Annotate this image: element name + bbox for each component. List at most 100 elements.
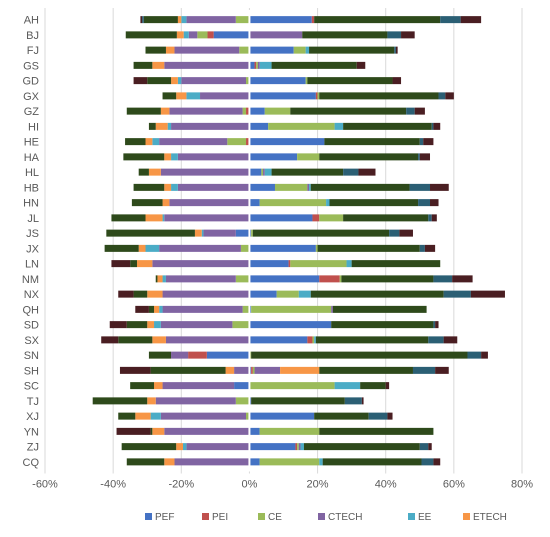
bar-JX-CE-neg [240,244,250,252]
bar-GZ-C9-pos [414,107,425,115]
bar-HN-ETECH-neg [162,199,170,207]
bar-SX-PEI-pos [307,336,313,344]
bar-SD-CTECH-neg [160,321,233,329]
bar-LN-PEF-pos [249,260,289,268]
x-axis-labels: -60% -40% -20% 0% 20% 40% 60% 80% [32,479,533,491]
bar-GZ-CTECH-neg [169,107,243,115]
bar-NX-CE-pos [276,290,299,298]
bar-GD-C7-pos [307,77,393,85]
bar-AH-PEI-pos [311,16,315,24]
bar-HI-EE-pos [334,122,344,130]
legend-swatch-CTECH [318,513,325,520]
y-label-JX: JX [26,243,40,255]
bar-HN-CE-pos [259,199,327,207]
bar-ZJ-C7-neg [121,443,177,451]
bar-HE-PEI-neg [246,138,250,146]
bar-HL-C7-pos [271,168,344,176]
bar-YN-C9-neg [116,427,151,435]
bar-HL-ETECH-neg [148,168,161,176]
bar-HN-CTECH-neg [169,199,250,207]
bar-ZJ-C9-pos [428,443,432,451]
bar-SD-PEF-pos [249,321,332,329]
bar-HN-C9-pos [430,199,439,207]
bar-YN-CTECH-neg [164,427,250,435]
bar-HA-CE-pos [297,153,320,161]
bar-SN-CTECH-neg [171,351,189,359]
bar-HL-EE-pos [264,168,272,176]
bar-SH-CTECH-neg [234,366,250,374]
bar-HE-C7-pos [324,138,420,146]
bar-FJ-C8-pos [394,46,396,54]
bar-SN-PEF-neg [206,351,250,359]
y-axis-labels: AH BJ FJ GS GD GX GZ HI HE HA HL HB HN JL JS JX LN NM NX QH… [22,15,40,469]
y-label-GX: GX [23,91,40,103]
bar-CQ-CE-pos [259,458,320,466]
bar-SX-C9-neg [101,336,119,344]
bar-GZ-CE-pos [264,107,291,115]
bar-BJ-CE-neg [197,31,208,39]
bar-SD-C8-pos [433,321,436,329]
bar-SC-CTECH-neg [162,382,235,390]
bar-GS-C7-pos [271,61,357,69]
bar-HN-EE-pos [326,199,330,207]
bar-JX-PEF-pos [249,244,316,252]
bar-TJ-C7-pos [251,397,345,405]
legend-item-EE: EE [408,512,432,523]
bar-JS-EE-neg [201,229,204,237]
bar-SN-C7-pos [251,351,468,359]
bar-JS-C7-neg [106,229,195,237]
y-label-JL: JL [27,213,39,225]
bar-BJ-C9-pos [401,31,415,39]
bar-NX-PEF-pos [249,290,277,298]
bar-SD-EE-neg [154,321,161,329]
bar-NM-C9-pos [452,275,473,283]
bar-TJ-CE-neg [235,397,250,405]
bar-SN-C7-neg [148,351,172,359]
bar-BJ-PEI-neg [207,31,214,39]
bar-XJ-ETECH-neg [135,412,151,420]
bar-LN-CTECH-neg [152,260,250,268]
bar-CQ-CTECH-neg [174,458,250,466]
y-label-CQ: CQ [23,457,40,469]
bar-SC-ETECH-neg [154,382,163,390]
legend-label-CTECH: CTECH [328,512,362,523]
bar-SX-CE-pos [312,336,315,344]
bar-SD-C7-pos [331,321,434,329]
bar-AH-ETECH-neg [177,16,182,24]
bar-NM-PEF-pos [249,275,320,283]
y-label-NX: NX [24,289,40,301]
bar-HA-CTECH-neg [177,153,250,161]
bar-SD-C9-pos [435,321,439,329]
bar-NM-C8-pos [433,275,453,283]
bar-GD-EE-neg [177,77,182,85]
bar-AH-C8-pos [440,16,461,24]
y-label-GD: GD [23,76,40,88]
bar-SH-CE-pos [252,366,255,374]
bar-SX-C7-neg [118,336,153,344]
y-label-YN: YN [24,426,39,438]
bar-TJ-ETECH-neg [147,397,156,405]
bar-SC-CE-pos [249,382,335,390]
bar-TJ-CTECH-neg [155,397,236,405]
y-label-QH: QH [23,304,40,316]
bar-HN-C8-pos [418,199,431,207]
bar-ZJ-C8-pos [419,443,429,451]
legend-label-PEI: PEI [212,512,228,523]
bar-AH-CE-neg [235,16,250,24]
bar-SH-C9-pos [435,366,449,374]
bar-FJ-C9-pos [395,46,398,54]
bar-SH-C7-neg [150,366,226,374]
bar-HL-CE-pos [261,168,264,176]
bar-NM-CE-neg [235,275,250,283]
bar-HL-C7-neg [138,168,149,176]
bar-BJ-C8-pos [387,31,402,39]
bar-HB-C7-pos [310,183,410,191]
legend-swatch-PEF [145,513,152,520]
bar-QH-ETECH-neg [154,305,160,313]
bar-GS-C9-pos [356,61,366,69]
y-label-SH: SH [24,365,39,377]
bar-FJ-CE-neg [239,46,250,54]
bar-HA-C7-pos [319,153,419,161]
bar-SH-ETECH-pos [280,366,320,374]
